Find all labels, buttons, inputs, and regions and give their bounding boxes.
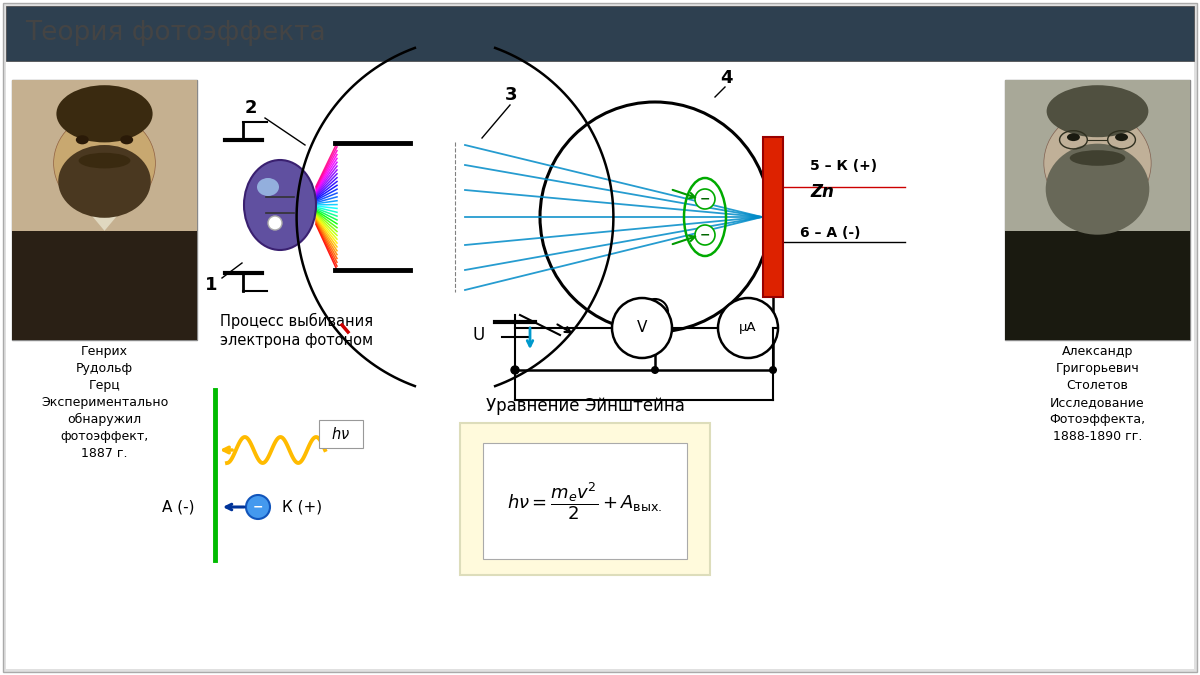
Wedge shape	[1072, 190, 1123, 231]
Text: А (-): А (-)	[162, 500, 194, 514]
Circle shape	[695, 189, 715, 209]
Ellipse shape	[56, 85, 152, 142]
Text: 1: 1	[205, 276, 217, 294]
Bar	[1006, 80, 1190, 340]
Circle shape	[511, 366, 520, 374]
Ellipse shape	[1044, 111, 1151, 215]
Ellipse shape	[1045, 144, 1150, 235]
Circle shape	[718, 298, 778, 358]
Ellipse shape	[1069, 151, 1126, 166]
Bar	[1006, 80, 1190, 340]
Ellipse shape	[120, 135, 133, 144]
Circle shape	[650, 366, 659, 374]
Text: $h\nu = \dfrac{m_e v^2}{2} + A_{\rm вых.}$: $h\nu = \dfrac{m_e v^2}{2} + A_{\rm вых.…	[508, 480, 662, 522]
Text: 3: 3	[505, 86, 517, 104]
Circle shape	[246, 495, 270, 519]
Text: Генрих
Рудольф
Герц
Экспериментально
обнаружил
фотоэффект,
1887 г.: Генрих Рудольф Герц Экспериментально обн…	[41, 345, 168, 460]
FancyBboxPatch shape	[460, 423, 710, 575]
Ellipse shape	[257, 178, 278, 196]
Text: Теория фотоэффекта: Теория фотоэффекта	[25, 20, 325, 47]
Text: К (+): К (+)	[282, 500, 322, 514]
Text: Zn: Zn	[810, 183, 834, 201]
Ellipse shape	[1067, 133, 1080, 141]
Circle shape	[695, 225, 715, 245]
Circle shape	[268, 216, 282, 230]
Bar	[1006, 231, 1190, 340]
Ellipse shape	[59, 145, 151, 218]
Ellipse shape	[79, 153, 131, 168]
Text: μА: μА	[739, 321, 757, 335]
Bar	[12, 231, 197, 340]
Bar	[6, 6, 1194, 61]
Text: −: −	[700, 192, 710, 205]
Ellipse shape	[76, 135, 89, 144]
Wedge shape	[74, 184, 134, 231]
Text: 5 – К (+): 5 – К (+)	[810, 159, 877, 173]
Ellipse shape	[244, 160, 316, 250]
Bar	[12, 80, 197, 340]
Circle shape	[540, 102, 770, 332]
Bar	[763, 137, 782, 297]
Ellipse shape	[54, 114, 155, 213]
Text: Александр
Григорьевич
Столетов
Исследование
Фотоэффекта,
1888-1890 гг.: Александр Григорьевич Столетов Исследова…	[1050, 345, 1146, 443]
Text: Процесс выбивания
электрона фотоном: Процесс выбивания электрона фотоном	[220, 313, 373, 348]
Circle shape	[769, 366, 778, 374]
Text: U: U	[473, 326, 485, 344]
Bar	[12, 80, 197, 340]
Text: 6 – А (-): 6 – А (-)	[800, 226, 860, 240]
Text: 4: 4	[720, 69, 732, 87]
Circle shape	[612, 298, 672, 358]
Text: Уравнение Эйнштейна: Уравнение Эйнштейна	[486, 397, 684, 415]
Text: 2: 2	[245, 99, 258, 117]
Circle shape	[642, 299, 668, 325]
Text: −: −	[253, 500, 263, 514]
FancyBboxPatch shape	[482, 443, 686, 559]
Text: −: −	[700, 229, 710, 242]
Text: $h\nu$: $h\nu$	[331, 426, 350, 442]
Ellipse shape	[1046, 85, 1148, 137]
FancyBboxPatch shape	[319, 420, 364, 448]
Text: V: V	[637, 321, 647, 335]
Ellipse shape	[1115, 133, 1128, 141]
